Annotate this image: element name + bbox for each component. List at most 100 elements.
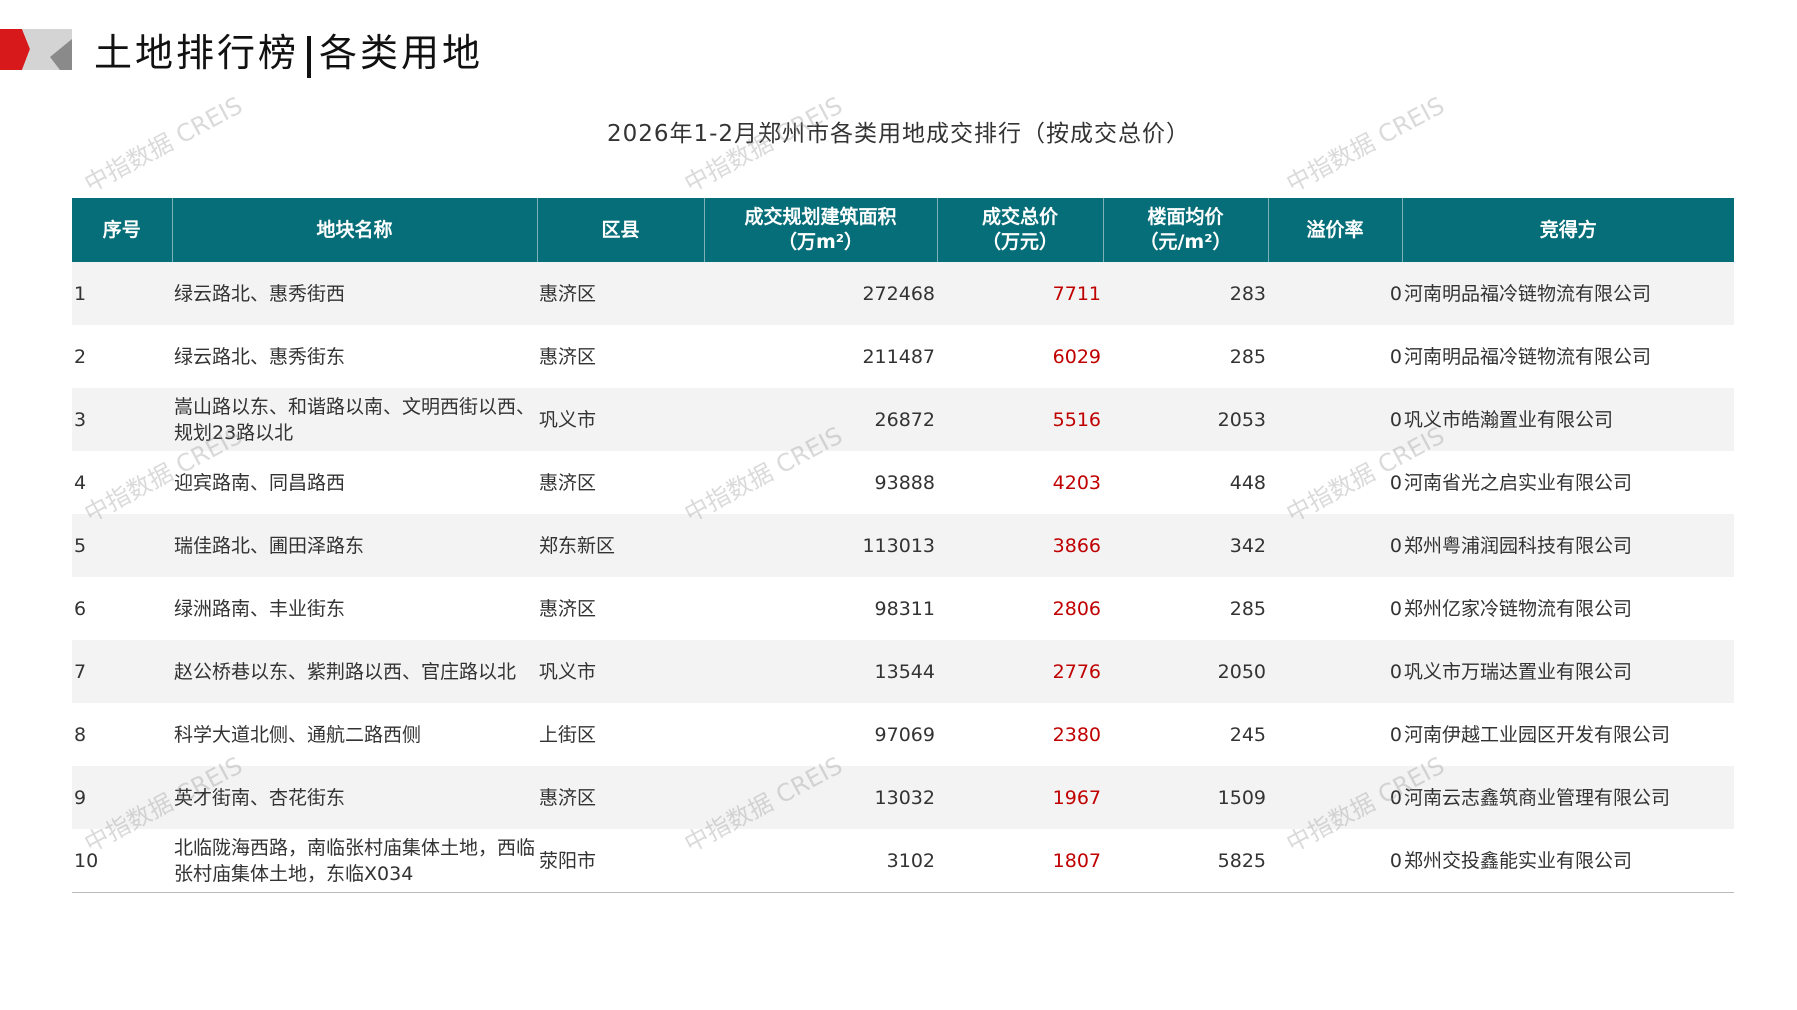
column-header: 序号 xyxy=(72,198,172,262)
table-row: 10 北临陇海西路，南临张村庙集体土地，西临张村庙集体土地，东临X034 荥阳市 31… xyxy=(72,829,1734,893)
cell-district: 惠济区 xyxy=(539,597,597,620)
cell-winner: 郑州粤浦润园科技有限公司 xyxy=(1402,514,1734,577)
table-row: 8 科学大道北侧、通航二路西侧 上街区 97069 2380 245 0 河南伊越工业园区开发… xyxy=(72,703,1734,766)
cell-total-price: 2806 xyxy=(1052,597,1101,620)
cell-floor-area: 13032 xyxy=(704,766,937,829)
cell-floor-area: 97069 xyxy=(874,723,935,746)
cell-premium-rate: 0 xyxy=(1268,514,1402,577)
cell-premium-rate: 0 xyxy=(1389,597,1402,620)
cell-total-price: 3866 xyxy=(937,514,1103,577)
cell-parcel-name: 瑞佳路北、圃田泽路东 xyxy=(172,514,537,577)
cell-rank: 10 xyxy=(72,829,172,893)
cell-winner: 河南云志鑫筑商业管理有限公司 xyxy=(1402,766,1734,829)
cell-total-price: 5516 xyxy=(937,388,1103,451)
cell-district: 惠济区 xyxy=(539,471,597,494)
column-header: 成交规划建筑面积 （万m²） xyxy=(703,198,937,262)
column-header: 竞得方 xyxy=(1401,198,1734,262)
cell-rank: 9 xyxy=(72,766,172,829)
cell-total-price: 6029 xyxy=(1052,345,1101,368)
cell-unit-price: 5825 xyxy=(1103,829,1268,893)
table-row: 1 绿云路北、惠秀街西 惠济区 272468 7711 283 0 河南明品福冷链物流有限公司 xyxy=(72,262,1734,325)
cell-district: 惠济区 xyxy=(537,262,704,325)
cell-winner: 河南明品福冷链物流有限公司 xyxy=(1404,345,1652,368)
cell-winner: 郑州交投鑫能实业有限公司 xyxy=(1402,829,1734,893)
cell-total-price: 2776 xyxy=(937,640,1103,703)
cell-unit-price: 1509 xyxy=(1103,766,1268,829)
cell-floor-area: 3102 xyxy=(704,829,937,893)
cell-winner: 郑州亿家冷链物流有限公司 xyxy=(1404,597,1633,620)
cell-premium-rate: 0 xyxy=(1268,829,1402,893)
cell-rank: 1 xyxy=(72,262,172,325)
cell-total-price: 1967 xyxy=(937,766,1103,829)
cell-total-price: 7711 xyxy=(937,262,1103,325)
cell-district: 惠济区 xyxy=(539,345,597,368)
table-row: 9 英才街南、杏花街东 惠济区 13032 1967 1509 0 河南云志鑫筑商业管理有限公… xyxy=(72,766,1734,829)
cell-district: 巩义市 xyxy=(537,388,704,451)
cell-parcel-name: 绿云路北、惠秀街西 xyxy=(172,262,537,325)
cell-parcel-name: 北临陇海西路，南临张村庙集体土地，西临张村庙集体土地，东临X034 xyxy=(172,829,537,893)
table-row: 5 瑞佳路北、圃田泽路东 郑东新区 113013 3866 342 0 郑州粤浦润园科技有限公… xyxy=(72,514,1734,577)
cell-winner: 河南伊越工业园区开发有限公司 xyxy=(1404,723,1671,746)
cell-floor-area: 93888 xyxy=(874,471,935,494)
cell-floor-area: 211487 xyxy=(862,345,935,368)
cell-rank: 6 xyxy=(74,597,87,620)
land-ranking-table: 序号 地块名称 区县 成交规划建筑面积 （万m²） 成交总价 （万元） 楼面均价 （元/m²）溢… xyxy=(72,198,1734,893)
table-row: 4 迎宾路南、同昌路西 惠济区 93888 4203 448 0 河南省光之启实业有限公司 xyxy=(72,451,1734,514)
cell-district: 上街区 xyxy=(539,723,597,746)
cell-parcel-name: 绿云路北、惠秀街东 xyxy=(174,345,346,368)
cell-rank: 5 xyxy=(72,514,172,577)
cell-unit-price: 245 xyxy=(1229,723,1266,746)
cell-winner: 河南省光之启实业有限公司 xyxy=(1404,471,1633,494)
column-header: 地块名称 xyxy=(171,198,537,262)
cell-total-price: 2380 xyxy=(1052,723,1101,746)
cell-winner: 巩义市皓瀚置业有限公司 xyxy=(1402,388,1734,451)
cell-rank: 3 xyxy=(72,388,172,451)
table-title: 2026年1-2月郑州市各类用地成交排行（按成交总价） xyxy=(606,121,1191,147)
column-header: 楼面均价 （元/m²） xyxy=(1102,198,1268,262)
cell-rank: 7 xyxy=(72,640,172,703)
cell-parcel-name: 赵公桥巷以东、紫荆路以西、官庄路以北 xyxy=(172,640,537,703)
cell-unit-price: 285 xyxy=(1229,597,1266,620)
cell-parcel-name: 嵩山路以东、和谐路以南、文明西街以西、规划23路以北 xyxy=(172,388,537,451)
cell-unit-price: 2050 xyxy=(1103,640,1268,703)
page-title: 土地排行榜 各类用地 xyxy=(94,22,483,78)
cell-district: 郑东新区 xyxy=(537,514,704,577)
cell-district: 荥阳市 xyxy=(537,829,704,893)
cell-unit-price: 448 xyxy=(1229,471,1266,494)
column-header: 区县 xyxy=(536,198,704,262)
cell-parcel-name: 迎宾路南、同昌路西 xyxy=(174,471,346,494)
cell-rank: 8 xyxy=(74,723,87,746)
table-row: 7 赵公桥巷以东、紫荆路以西、官庄路以北 巩义市 13544 2776 2050 0 巩义市万… xyxy=(72,640,1734,703)
column-header: 成交总价 （万元） xyxy=(936,198,1103,262)
cell-premium-rate: 0 xyxy=(1268,640,1402,703)
title-divider xyxy=(307,35,312,78)
table-header: 序号 地块名称 区县 成交规划建筑面积 （万m²） 成交总价 （万元） 楼面均价 （元/m²）溢… xyxy=(72,198,1734,262)
cell-rank: 2 xyxy=(74,345,87,368)
cell-total-price: 4203 xyxy=(1052,471,1101,494)
cell-unit-price: 2053 xyxy=(1103,388,1268,451)
brand-logo xyxy=(0,29,72,70)
cell-parcel-name: 绿洲路南、丰业街东 xyxy=(174,597,346,620)
table-row: 6 绿洲路南、丰业街东 惠济区 98311 2806 285 0 郑州亿家冷链物流有限公司 xyxy=(72,577,1734,640)
cell-premium-rate: 0 xyxy=(1389,471,1402,494)
cell-parcel-name: 英才街南、杏花街东 xyxy=(172,766,537,829)
cell-premium-rate: 0 xyxy=(1268,766,1402,829)
table-row: 3 嵩山路以东、和谐路以南、文明西街以西、规划23路以北 巩义市 26872 5516 2… xyxy=(72,388,1734,451)
cell-floor-area: 26872 xyxy=(704,388,937,451)
cell-rank: 4 xyxy=(74,471,87,494)
cell-floor-area: 272468 xyxy=(704,262,937,325)
cell-premium-rate: 0 xyxy=(1389,345,1402,368)
cell-total-price: 1807 xyxy=(937,829,1103,893)
title-left: 土地排行榜 xyxy=(94,31,300,75)
cell-district: 惠济区 xyxy=(537,766,704,829)
title-right: 各类用地 xyxy=(319,31,484,75)
cell-unit-price: 342 xyxy=(1103,514,1268,577)
cell-floor-area: 113013 xyxy=(704,514,937,577)
cell-parcel-name: 科学大道北侧、通航二路西侧 xyxy=(174,723,422,746)
column-header: 溢价率 xyxy=(1267,198,1402,262)
cell-premium-rate: 0 xyxy=(1268,262,1402,325)
cell-floor-area: 13544 xyxy=(704,640,937,703)
cell-floor-area: 98311 xyxy=(874,597,935,620)
cell-unit-price: 285 xyxy=(1229,345,1266,368)
cell-premium-rate: 0 xyxy=(1389,723,1402,746)
